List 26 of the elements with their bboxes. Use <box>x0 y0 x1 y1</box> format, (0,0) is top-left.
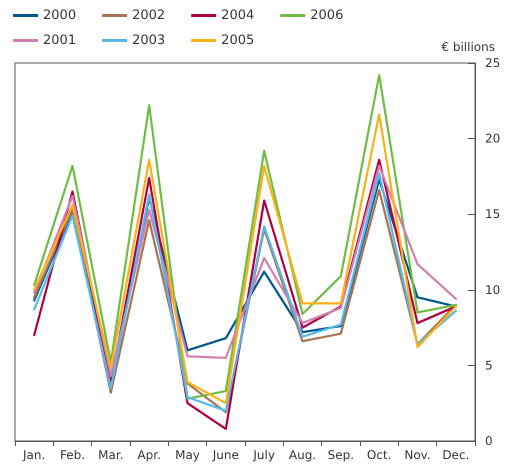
y-tick-label: 5 <box>485 358 493 372</box>
legend-label: 2004 <box>221 8 254 23</box>
y-tick-label: 25 <box>485 56 500 70</box>
legend-label: 2006 <box>310 8 344 23</box>
x-tick-label: Oct. <box>366 448 392 462</box>
x-tick-label: Sep. <box>328 448 354 462</box>
y-axis-title: € billions <box>441 40 495 54</box>
x-tick-label: Jan. <box>22 448 46 462</box>
x-tick-label: Apr. <box>137 448 161 462</box>
x-tick-label: Mar. <box>98 448 124 462</box>
x-tick-label: July <box>252 448 275 462</box>
y-tick-label: 10 <box>485 282 500 297</box>
y-tick-label: 15 <box>485 207 500 222</box>
y-tick-label: 0 <box>485 434 493 448</box>
x-tick-label: June <box>212 448 239 462</box>
legend-label: 2000 <box>43 8 76 23</box>
x-tick-label: Dec. <box>442 448 470 462</box>
x-tick-label: May <box>175 448 200 462</box>
legend-label: 2002 <box>132 8 166 23</box>
legend-label: 2003 <box>132 33 166 48</box>
x-tick-label: Feb. <box>60 448 86 462</box>
legend-label: 2001 <box>43 33 76 48</box>
x-tick-label: Aug. <box>288 448 316 462</box>
legend-label: 2005 <box>221 33 254 48</box>
x-tick-label: Nov. <box>404 448 431 462</box>
y-tick-label: 20 <box>485 132 500 146</box>
